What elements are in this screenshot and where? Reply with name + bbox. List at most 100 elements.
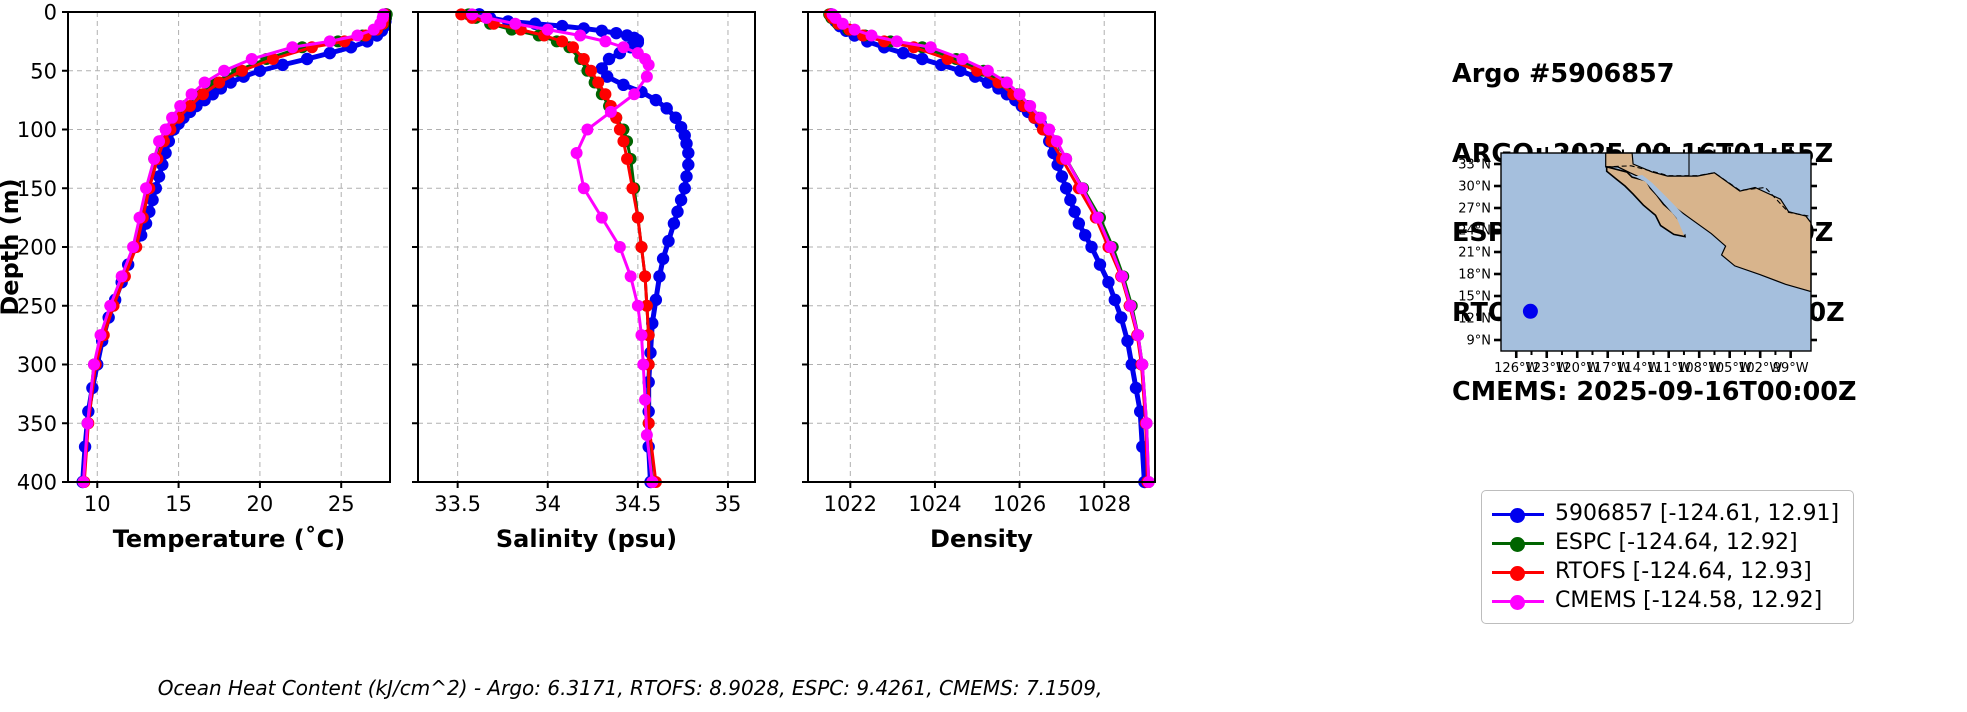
- series-marker-cmems: [848, 23, 861, 36]
- series-marker-argo: [916, 52, 929, 66]
- series-marker-cmems: [639, 393, 652, 406]
- series-marker-cmems: [981, 64, 994, 77]
- series-marker-argo: [653, 270, 666, 283]
- series-marker-cmems: [140, 182, 153, 195]
- series-marker-cmems: [628, 88, 641, 101]
- series-line-argo: [476, 11, 691, 485]
- series-marker-cmems: [1124, 299, 1137, 312]
- series-marker-argo: [323, 46, 337, 60]
- legend-item-espc[interactable]: ESPC [-124.64, 12.92]: [1492, 528, 1839, 557]
- temperature-profile-ylabel: Depth (m): [0, 178, 24, 315]
- density-profile-plot-area: [808, 8, 1155, 489]
- series-marker-cmems: [836, 17, 849, 30]
- series-marker-argo: [152, 170, 166, 183]
- series-marker-rtofs: [642, 417, 655, 430]
- series-marker-cmems: [613, 241, 626, 253]
- series-marker-cmems: [604, 105, 617, 118]
- series-marker-cmems: [1000, 76, 1013, 89]
- series-marker-cmems: [637, 358, 650, 371]
- series-marker-rtofs: [617, 135, 630, 148]
- series-marker-rtofs: [626, 182, 639, 195]
- series-marker-cmems: [640, 429, 653, 441]
- series-marker-cmems: [624, 270, 637, 283]
- series-legend: 5906857 [-124.61, 12.91] ESPC [-124.64, …: [1481, 490, 1855, 624]
- series-marker-cmems: [890, 35, 903, 48]
- map-lon-label: 117°W: [1586, 361, 1630, 375]
- series-marker-cmems: [1115, 270, 1128, 283]
- series-marker-argo: [1114, 311, 1128, 324]
- series-marker-argo: [662, 234, 675, 248]
- xtick-label: 10: [84, 492, 111, 516]
- xtick-label: 35: [715, 492, 742, 516]
- series-marker-argo: [1093, 258, 1107, 271]
- legend-label-argo: 5906857 [-124.61, 12.91]: [1555, 501, 1840, 526]
- series-marker-cmems: [198, 76, 211, 89]
- series-marker-cmems: [541, 23, 554, 36]
- series-marker-rtofs: [196, 88, 209, 101]
- series-marker-cmems: [1060, 152, 1073, 165]
- map-lat-label: 18°N: [1458, 268, 1491, 283]
- series-marker-cmems: [640, 70, 653, 83]
- salinity-profile-xlabel: Salinity (psu): [496, 525, 677, 553]
- ocean-heat-content-caption: Ocean Heat Content (kJ/cm^2) - Argo: 6.3…: [157, 676, 1103, 700]
- xtick-label: 1028: [1077, 492, 1130, 516]
- series-marker-argo: [1055, 170, 1069, 183]
- density-chart: 1022 1024 1026 1028 Density: [802, 8, 1156, 553]
- series-marker-cmems: [245, 53, 258, 65]
- map-lon-label: 102°W: [1738, 361, 1782, 375]
- map-lat-label: 24°N: [1458, 224, 1491, 239]
- series-marker-argo: [680, 170, 693, 183]
- series-marker-argo: [1072, 217, 1086, 230]
- series-marker-cmems: [956, 53, 969, 65]
- map-argo-marker: [1522, 303, 1538, 319]
- series-marker-argo: [595, 24, 609, 37]
- series-marker-argo: [1085, 240, 1098, 254]
- series-marker-rtofs: [613, 123, 626, 136]
- salinity-profile-plot-area: [418, 8, 755, 489]
- map-gulf-of-california: [1634, 175, 1695, 236]
- ytick-label: 200: [17, 236, 57, 260]
- map-lat-label: 33°N: [1458, 158, 1491, 173]
- xtick-label: 33.5: [434, 492, 481, 516]
- xtick-label: 25: [328, 492, 355, 516]
- series-marker-argo: [1078, 229, 1092, 242]
- map-lon-label: 108°W: [1677, 361, 1721, 375]
- series-marker-rtofs: [213, 76, 226, 89]
- series-marker-argo: [1064, 193, 1077, 207]
- series-marker-cmems: [323, 35, 336, 48]
- xtick-label: 1026: [993, 492, 1046, 516]
- series-marker-cmems: [218, 64, 231, 77]
- series-marker-cmems: [367, 23, 380, 36]
- density-panel: 1022 1024 1026 1028 Density: [790, 0, 1190, 672]
- series-marker-rtofs: [556, 35, 569, 48]
- series-marker-argo: [897, 46, 910, 60]
- legend-item-argo[interactable]: 5906857 [-124.61, 12.91]: [1492, 499, 1839, 528]
- legend-item-cmems[interactable]: CMEMS [-124.58, 12.92]: [1492, 586, 1839, 615]
- series-marker-argo: [617, 78, 630, 92]
- series-marker-cmems: [133, 211, 146, 224]
- series-marker-cmems: [570, 147, 583, 159]
- map-lat-label: 21°N: [1458, 246, 1491, 261]
- series-marker-argo: [1121, 334, 1134, 348]
- series-marker-cmems: [581, 123, 594, 136]
- series-marker-argo: [300, 52, 314, 66]
- xtick-label: 15: [165, 492, 192, 516]
- series-marker-argo: [146, 193, 159, 207]
- series-marker-rtofs: [183, 100, 196, 112]
- series-marker-rtofs: [566, 41, 579, 54]
- map-lon-label: 126°W: [1494, 361, 1538, 375]
- series-marker-cmems: [635, 329, 648, 342]
- salinity-panel: 33.5 34 34.5 35 Salinity (psu): [400, 0, 800, 672]
- map-lon-label: 114°W: [1616, 361, 1660, 375]
- map-lat-label: 27°N: [1458, 202, 1491, 217]
- series-marker-argo: [1068, 205, 1081, 218]
- xtick-label: 34.5: [614, 492, 661, 516]
- series-marker-rtofs: [266, 53, 279, 65]
- series-marker-argo: [678, 182, 691, 195]
- legend-item-rtofs[interactable]: RTOFS [-124.64, 12.93]: [1492, 557, 1839, 586]
- series-marker-cmems: [466, 8, 479, 21]
- legend-label-rtofs: RTOFS [-124.64, 12.93]: [1555, 559, 1812, 584]
- series-marker-cmems: [631, 299, 644, 312]
- series-marker-cmems: [153, 135, 166, 148]
- series-marker-rtofs: [577, 53, 590, 65]
